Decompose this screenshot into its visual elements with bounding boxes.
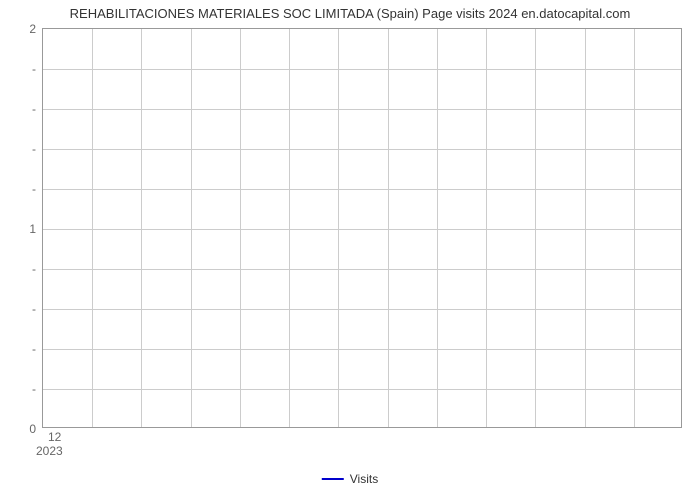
gridline-horizontal <box>43 69 681 70</box>
gridline-horizontal <box>43 189 681 190</box>
gridline-horizontal <box>43 309 681 310</box>
legend-label: Visits <box>350 472 378 486</box>
gridline-vertical <box>289 29 290 427</box>
legend-swatch <box>322 478 344 480</box>
gridline-vertical <box>634 29 635 427</box>
gridline-vertical <box>437 29 438 427</box>
y-minor-tick: - <box>24 382 36 396</box>
y-minor-tick: - <box>24 182 36 196</box>
x-tick-month: 12 <box>48 430 61 444</box>
gridline-vertical <box>141 29 142 427</box>
gridline-vertical <box>338 29 339 427</box>
chart-container: REHABILITACIONES MATERIALES SOC LIMITADA… <box>0 0 700 500</box>
gridline-horizontal <box>43 229 681 230</box>
gridline-vertical <box>92 29 93 427</box>
y-minor-tick: - <box>24 102 36 116</box>
chart-title: REHABILITACIONES MATERIALES SOC LIMITADA… <box>0 6 700 21</box>
y-minor-tick: - <box>24 62 36 76</box>
y-minor-tick: - <box>24 342 36 356</box>
gridline-horizontal <box>43 349 681 350</box>
gridline-horizontal <box>43 149 681 150</box>
y-minor-tick: - <box>24 142 36 156</box>
y-minor-tick: - <box>24 302 36 316</box>
gridline-vertical <box>240 29 241 427</box>
gridline-vertical <box>585 29 586 427</box>
y-tick-label: 0 <box>18 422 36 436</box>
gridline-horizontal <box>43 109 681 110</box>
legend: Visits <box>322 472 378 486</box>
gridline-horizontal <box>43 389 681 390</box>
gridline-vertical <box>535 29 536 427</box>
gridline-vertical <box>191 29 192 427</box>
y-tick-label: 1 <box>18 222 36 236</box>
x-tick-year: 2023 <box>36 444 63 458</box>
y-minor-tick: - <box>24 262 36 276</box>
plot-area <box>42 28 682 428</box>
gridline-vertical <box>486 29 487 427</box>
gridline-horizontal <box>43 269 681 270</box>
gridline-vertical <box>388 29 389 427</box>
y-tick-label: 2 <box>18 22 36 36</box>
